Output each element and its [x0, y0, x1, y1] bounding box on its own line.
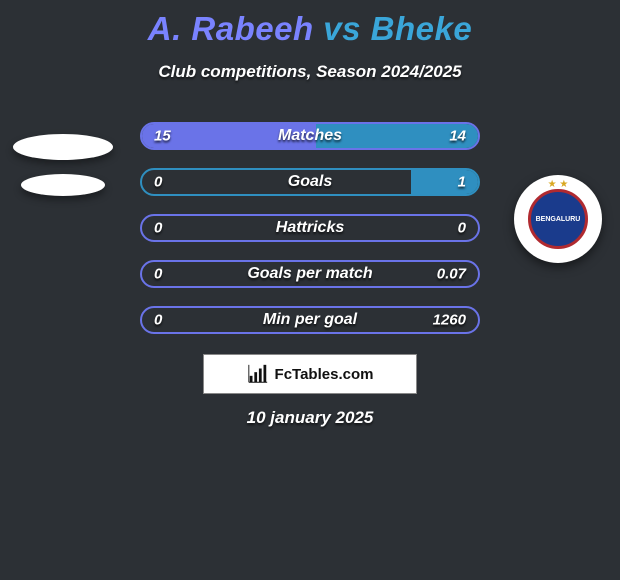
stat-label: Min per goal — [263, 311, 357, 329]
stat-label: Goals per match — [247, 265, 372, 283]
club-badge-placeholder-2 — [21, 174, 105, 196]
credit-box: FcTables.com — [203, 354, 417, 394]
date-label: 10 january 2025 — [0, 408, 620, 428]
stat-label: Matches — [278, 127, 342, 145]
comparison-infographic: A. Rabeeh vs Bheke Club competitions, Se… — [0, 0, 620, 580]
stat-right-value: 0 — [458, 220, 466, 237]
stat-right-value: 0.07 — [437, 266, 466, 283]
subtitle: Club competitions, Season 2024/2025 — [0, 62, 620, 82]
stat-right-value: 1 — [458, 174, 466, 191]
stat-bars: 15 Matches 14 0 Goals 1 0 Hattricks 0 0 Goals per … — [140, 122, 480, 352]
stat-row: 15 Matches 14 — [140, 122, 480, 150]
stat-right-value: 14 — [449, 128, 466, 145]
stat-label: Hattricks — [276, 219, 344, 237]
club-badge-placeholder-1 — [13, 134, 113, 160]
stat-left-value: 0 — [154, 174, 162, 191]
page-title: A. Rabeeh vs Bheke — [0, 0, 620, 48]
bengaluru-crest: ★ ★ BENGALURU — [514, 175, 602, 263]
stat-left-value: 0 — [154, 266, 162, 283]
stat-row: 0 Hattricks 0 — [140, 214, 480, 242]
stat-row: 0 Goals per match 0.07 — [140, 260, 480, 288]
stat-right-value: 1260 — [433, 312, 466, 329]
credit-text: FcTables.com — [275, 366, 374, 383]
stat-row: 0 Goals 1 — [140, 168, 480, 196]
crest-inner: BENGALURU — [528, 189, 588, 249]
bar-chart-icon — [247, 363, 269, 385]
crest-label: BENGALURU — [536, 216, 581, 223]
stat-row: 0 Min per goal 1260 — [140, 306, 480, 334]
player2-name: Bheke — [371, 10, 473, 47]
stat-label: Goals — [288, 173, 332, 191]
vs-label: vs — [314, 10, 371, 47]
left-club-badges — [8, 120, 118, 210]
player1-name: A. Rabeeh — [148, 10, 314, 47]
right-club-badge: ★ ★ BENGALURU — [514, 175, 602, 263]
stat-left-value: 0 — [154, 220, 162, 237]
stat-left-value: 0 — [154, 312, 162, 329]
bar-fill-right — [411, 170, 478, 194]
stat-left-value: 15 — [154, 128, 171, 145]
